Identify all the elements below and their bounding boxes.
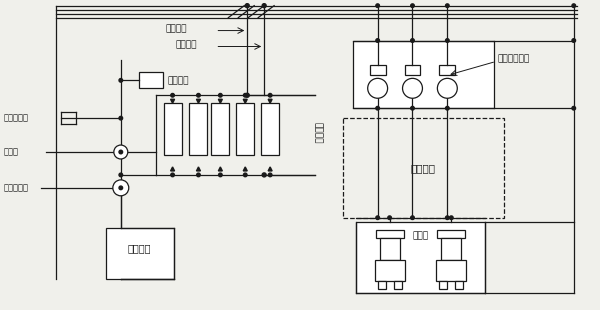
Circle shape [245, 4, 249, 8]
Bar [190, 103, 208, 155]
Polygon shape [196, 167, 200, 171]
Circle shape [446, 106, 449, 110]
Bar [377, 281, 386, 290]
Circle shape [268, 94, 272, 97]
Circle shape [114, 145, 128, 159]
Bar [439, 281, 448, 290]
Bar [139, 72, 163, 88]
Bar [211, 103, 229, 155]
Circle shape [572, 106, 575, 110]
Text: 冷却塔: 冷却塔 [412, 231, 428, 240]
Polygon shape [268, 99, 272, 103]
Bar [261, 103, 279, 155]
Bar [164, 103, 182, 155]
Text: 回水母管: 回水母管 [176, 40, 197, 49]
Circle shape [113, 180, 129, 196]
Bar [404, 65, 421, 75]
Circle shape [244, 94, 247, 97]
Circle shape [403, 78, 422, 98]
Circle shape [388, 216, 391, 219]
Circle shape [218, 94, 222, 97]
Polygon shape [170, 99, 175, 103]
Text: 供水母管: 供水母管 [166, 24, 187, 33]
Bar [380, 238, 400, 259]
Circle shape [171, 173, 175, 177]
Circle shape [244, 173, 247, 177]
Bar [455, 281, 463, 290]
Bar [356, 222, 485, 293]
Circle shape [572, 39, 575, 42]
Circle shape [197, 94, 200, 97]
Text: 循环冷却水泵: 循环冷却水泵 [497, 54, 529, 63]
Bar [236, 103, 254, 155]
Circle shape [368, 78, 388, 98]
Circle shape [411, 39, 414, 42]
Circle shape [446, 39, 449, 42]
Bar [353, 41, 494, 108]
Polygon shape [243, 99, 247, 103]
Bar [106, 228, 173, 279]
Circle shape [262, 173, 266, 177]
Bar [394, 281, 401, 290]
Bar [370, 65, 386, 75]
Circle shape [119, 78, 122, 82]
Circle shape [218, 173, 222, 177]
Circle shape [437, 78, 457, 98]
Polygon shape [268, 167, 272, 171]
Text: 纯水泵: 纯水泵 [4, 148, 19, 157]
Bar [437, 230, 465, 238]
Polygon shape [218, 167, 223, 171]
Circle shape [119, 150, 122, 154]
Bar [374, 259, 404, 281]
Text: 冷却水池: 冷却水池 [411, 163, 436, 173]
Circle shape [446, 216, 449, 219]
Circle shape [376, 216, 379, 219]
Circle shape [119, 173, 122, 177]
Circle shape [376, 106, 379, 110]
Polygon shape [170, 167, 175, 171]
Circle shape [245, 93, 249, 97]
Circle shape [449, 216, 453, 219]
Text: 离子交换器: 离子交换器 [4, 114, 28, 123]
Circle shape [119, 116, 122, 120]
Circle shape [197, 173, 200, 177]
Circle shape [572, 4, 575, 7]
Text: 气水分离器: 气水分离器 [4, 183, 28, 192]
Circle shape [268, 173, 272, 177]
Circle shape [446, 4, 449, 7]
Bar [439, 65, 455, 75]
Circle shape [262, 4, 266, 8]
Circle shape [376, 4, 379, 7]
Circle shape [411, 4, 414, 7]
Bar [442, 238, 461, 259]
Circle shape [411, 106, 414, 110]
Bar [436, 259, 466, 281]
Polygon shape [243, 167, 247, 171]
Circle shape [411, 216, 414, 219]
Circle shape [171, 94, 175, 97]
Bar [376, 230, 404, 238]
Bar [343, 118, 504, 218]
Polygon shape [218, 99, 223, 103]
Text: 热交换器: 热交换器 [313, 122, 322, 144]
Text: 高位水算: 高位水算 [167, 76, 189, 85]
Text: 整流装置: 整流装置 [128, 244, 151, 254]
Circle shape [376, 39, 379, 42]
Circle shape [119, 186, 122, 190]
Polygon shape [196, 99, 200, 103]
